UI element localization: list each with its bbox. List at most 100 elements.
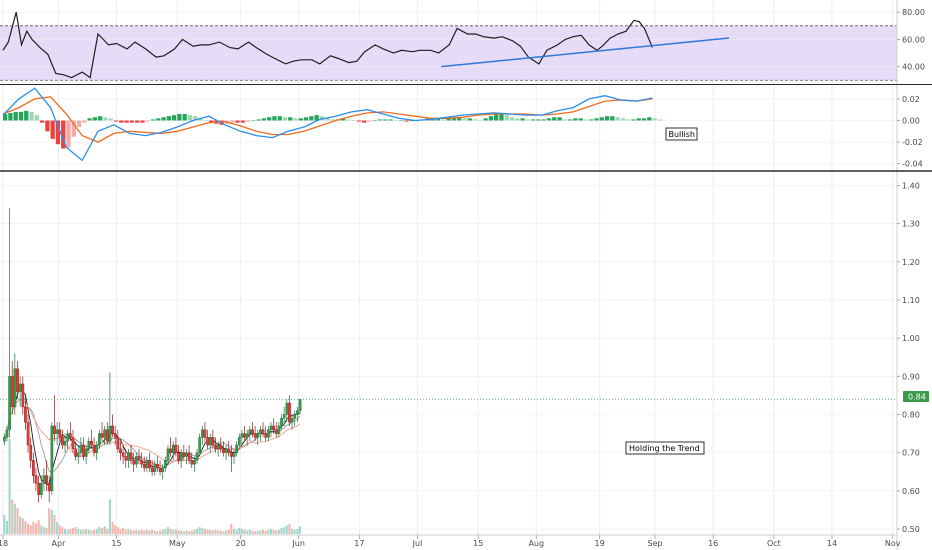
volume-bar — [61, 527, 64, 534]
macd-histogram-bar — [61, 120, 66, 149]
macd-histogram-bar — [161, 117, 166, 121]
volume-bar — [225, 530, 228, 534]
candle-body — [92, 444, 96, 453]
volume-bar — [40, 525, 43, 534]
candle-body — [235, 444, 239, 453]
macd-histogram-bar — [140, 120, 145, 123]
macd-histogram-bar — [82, 120, 87, 123]
macd-histogram-bar — [24, 110, 29, 121]
candle-body — [251, 429, 254, 434]
macd-histogram-bar — [50, 120, 55, 139]
candle — [42, 467, 46, 491]
candle — [203, 422, 207, 442]
macd-histogram-bar — [377, 119, 383, 121]
candle-body — [269, 425, 273, 430]
candle — [259, 425, 262, 442]
candle — [113, 425, 117, 446]
macd-histogram-bar — [641, 118, 647, 121]
rsi-y-tick-label: 40.00 — [902, 63, 925, 72]
macd-histogram-bar — [599, 117, 604, 121]
candle — [232, 448, 236, 465]
candle-body — [50, 425, 54, 492]
candle — [24, 395, 27, 430]
macd-histogram-bar — [208, 120, 214, 123]
volume-bar — [116, 527, 119, 534]
candle — [211, 429, 215, 449]
volume-bar — [45, 527, 48, 534]
candle — [79, 437, 83, 457]
candle-body — [293, 414, 297, 419]
volume-bar — [11, 499, 14, 534]
candle-body — [290, 418, 294, 423]
macd-histogram-bar — [66, 120, 71, 148]
candle — [55, 422, 59, 446]
macd-histogram-bar — [103, 117, 108, 121]
candle-body — [79, 444, 83, 453]
candle-body — [195, 452, 199, 461]
candle-body — [177, 452, 180, 461]
candle-body — [66, 433, 70, 442]
candle-body — [61, 437, 64, 446]
candle-body — [230, 452, 233, 457]
candle — [103, 425, 107, 446]
candle — [132, 452, 136, 472]
macd-histogram-bar — [499, 114, 504, 121]
candle — [216, 441, 220, 457]
candle-body — [105, 429, 109, 442]
candle-body — [256, 433, 260, 438]
macd-histogram-bar — [92, 117, 98, 121]
candle-body — [137, 456, 141, 461]
price-y-tick-label: 1.20 — [902, 258, 920, 267]
volume-bar — [251, 530, 254, 534]
candle-body — [132, 460, 136, 465]
candle-body — [148, 460, 151, 469]
candle — [164, 456, 167, 472]
macd-histogram-bar — [182, 114, 187, 121]
candle — [134, 452, 138, 468]
candle-body — [185, 452, 188, 457]
macd-histogram-bar — [240, 120, 245, 123]
candle-body — [211, 437, 215, 446]
candle-body — [119, 448, 122, 453]
macd-histogram-bar — [594, 118, 599, 121]
volume-bar — [42, 527, 45, 534]
volume-bar — [77, 528, 80, 534]
macd-histogram-bar — [177, 114, 182, 121]
candle-body — [113, 433, 117, 438]
volume-bar — [58, 525, 61, 534]
candle — [251, 422, 254, 438]
macd-histogram-bar — [129, 120, 135, 123]
candle-body — [111, 425, 114, 434]
macd-histogram-bar — [267, 117, 272, 121]
candle-body — [161, 467, 165, 472]
candle-body — [13, 368, 17, 408]
macd-histogram-bar — [589, 119, 594, 121]
volume-bar — [87, 529, 90, 534]
candle-body — [156, 463, 159, 469]
macd-histogram-bar — [531, 119, 536, 121]
volume-bar — [148, 530, 151, 534]
macd-histogram-bar — [298, 118, 303, 121]
volume-bar — [227, 529, 230, 534]
candle-body — [34, 475, 38, 484]
x-tick-label: 15 — [473, 539, 483, 548]
candle — [137, 448, 141, 465]
candle — [105, 422, 109, 446]
candle — [116, 429, 120, 453]
volume-bar — [206, 529, 209, 534]
candle — [174, 437, 178, 457]
candle — [230, 445, 233, 472]
x-tick-label: May — [169, 539, 186, 548]
candle — [61, 429, 64, 449]
candle-body — [90, 441, 93, 446]
candle — [240, 429, 244, 446]
candle-body — [134, 456, 138, 465]
volume-bar — [254, 531, 257, 534]
macd-histogram-bar — [509, 117, 515, 121]
rsi-panel — [0, 11, 897, 81]
candle — [87, 437, 91, 453]
candle-body — [16, 368, 19, 392]
candle-body — [171, 444, 175, 453]
candle-body — [76, 452, 80, 457]
